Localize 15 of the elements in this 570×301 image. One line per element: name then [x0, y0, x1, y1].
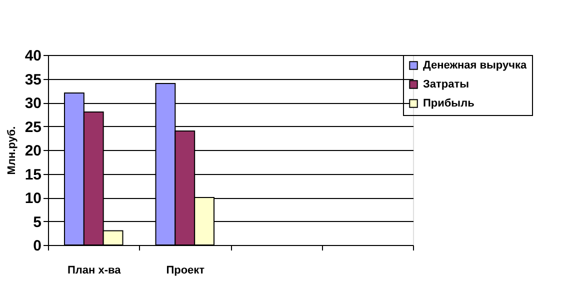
legend-label: Прибыль: [423, 98, 475, 110]
x-tick-label: План х-ва: [68, 264, 122, 276]
y-axis-title: Млн.руб.: [6, 126, 18, 175]
x-tick-label: Проект: [166, 264, 206, 276]
y-tick-label: 35: [24, 71, 42, 88]
legend-label: Денежная выручка: [423, 60, 528, 72]
y-tick-label: 25: [24, 118, 42, 136]
legend-label: Затраты: [423, 78, 470, 90]
y-tick-label: 10: [24, 190, 42, 207]
y-tick-label: 40: [24, 48, 42, 64]
y-tick-label: 20: [24, 142, 42, 160]
y-tick-label: 5: [33, 214, 42, 231]
y-tick-label: 15: [24, 166, 42, 184]
y-tick-label: 0: [33, 238, 42, 254]
y-tick-label: 30: [24, 95, 42, 112]
